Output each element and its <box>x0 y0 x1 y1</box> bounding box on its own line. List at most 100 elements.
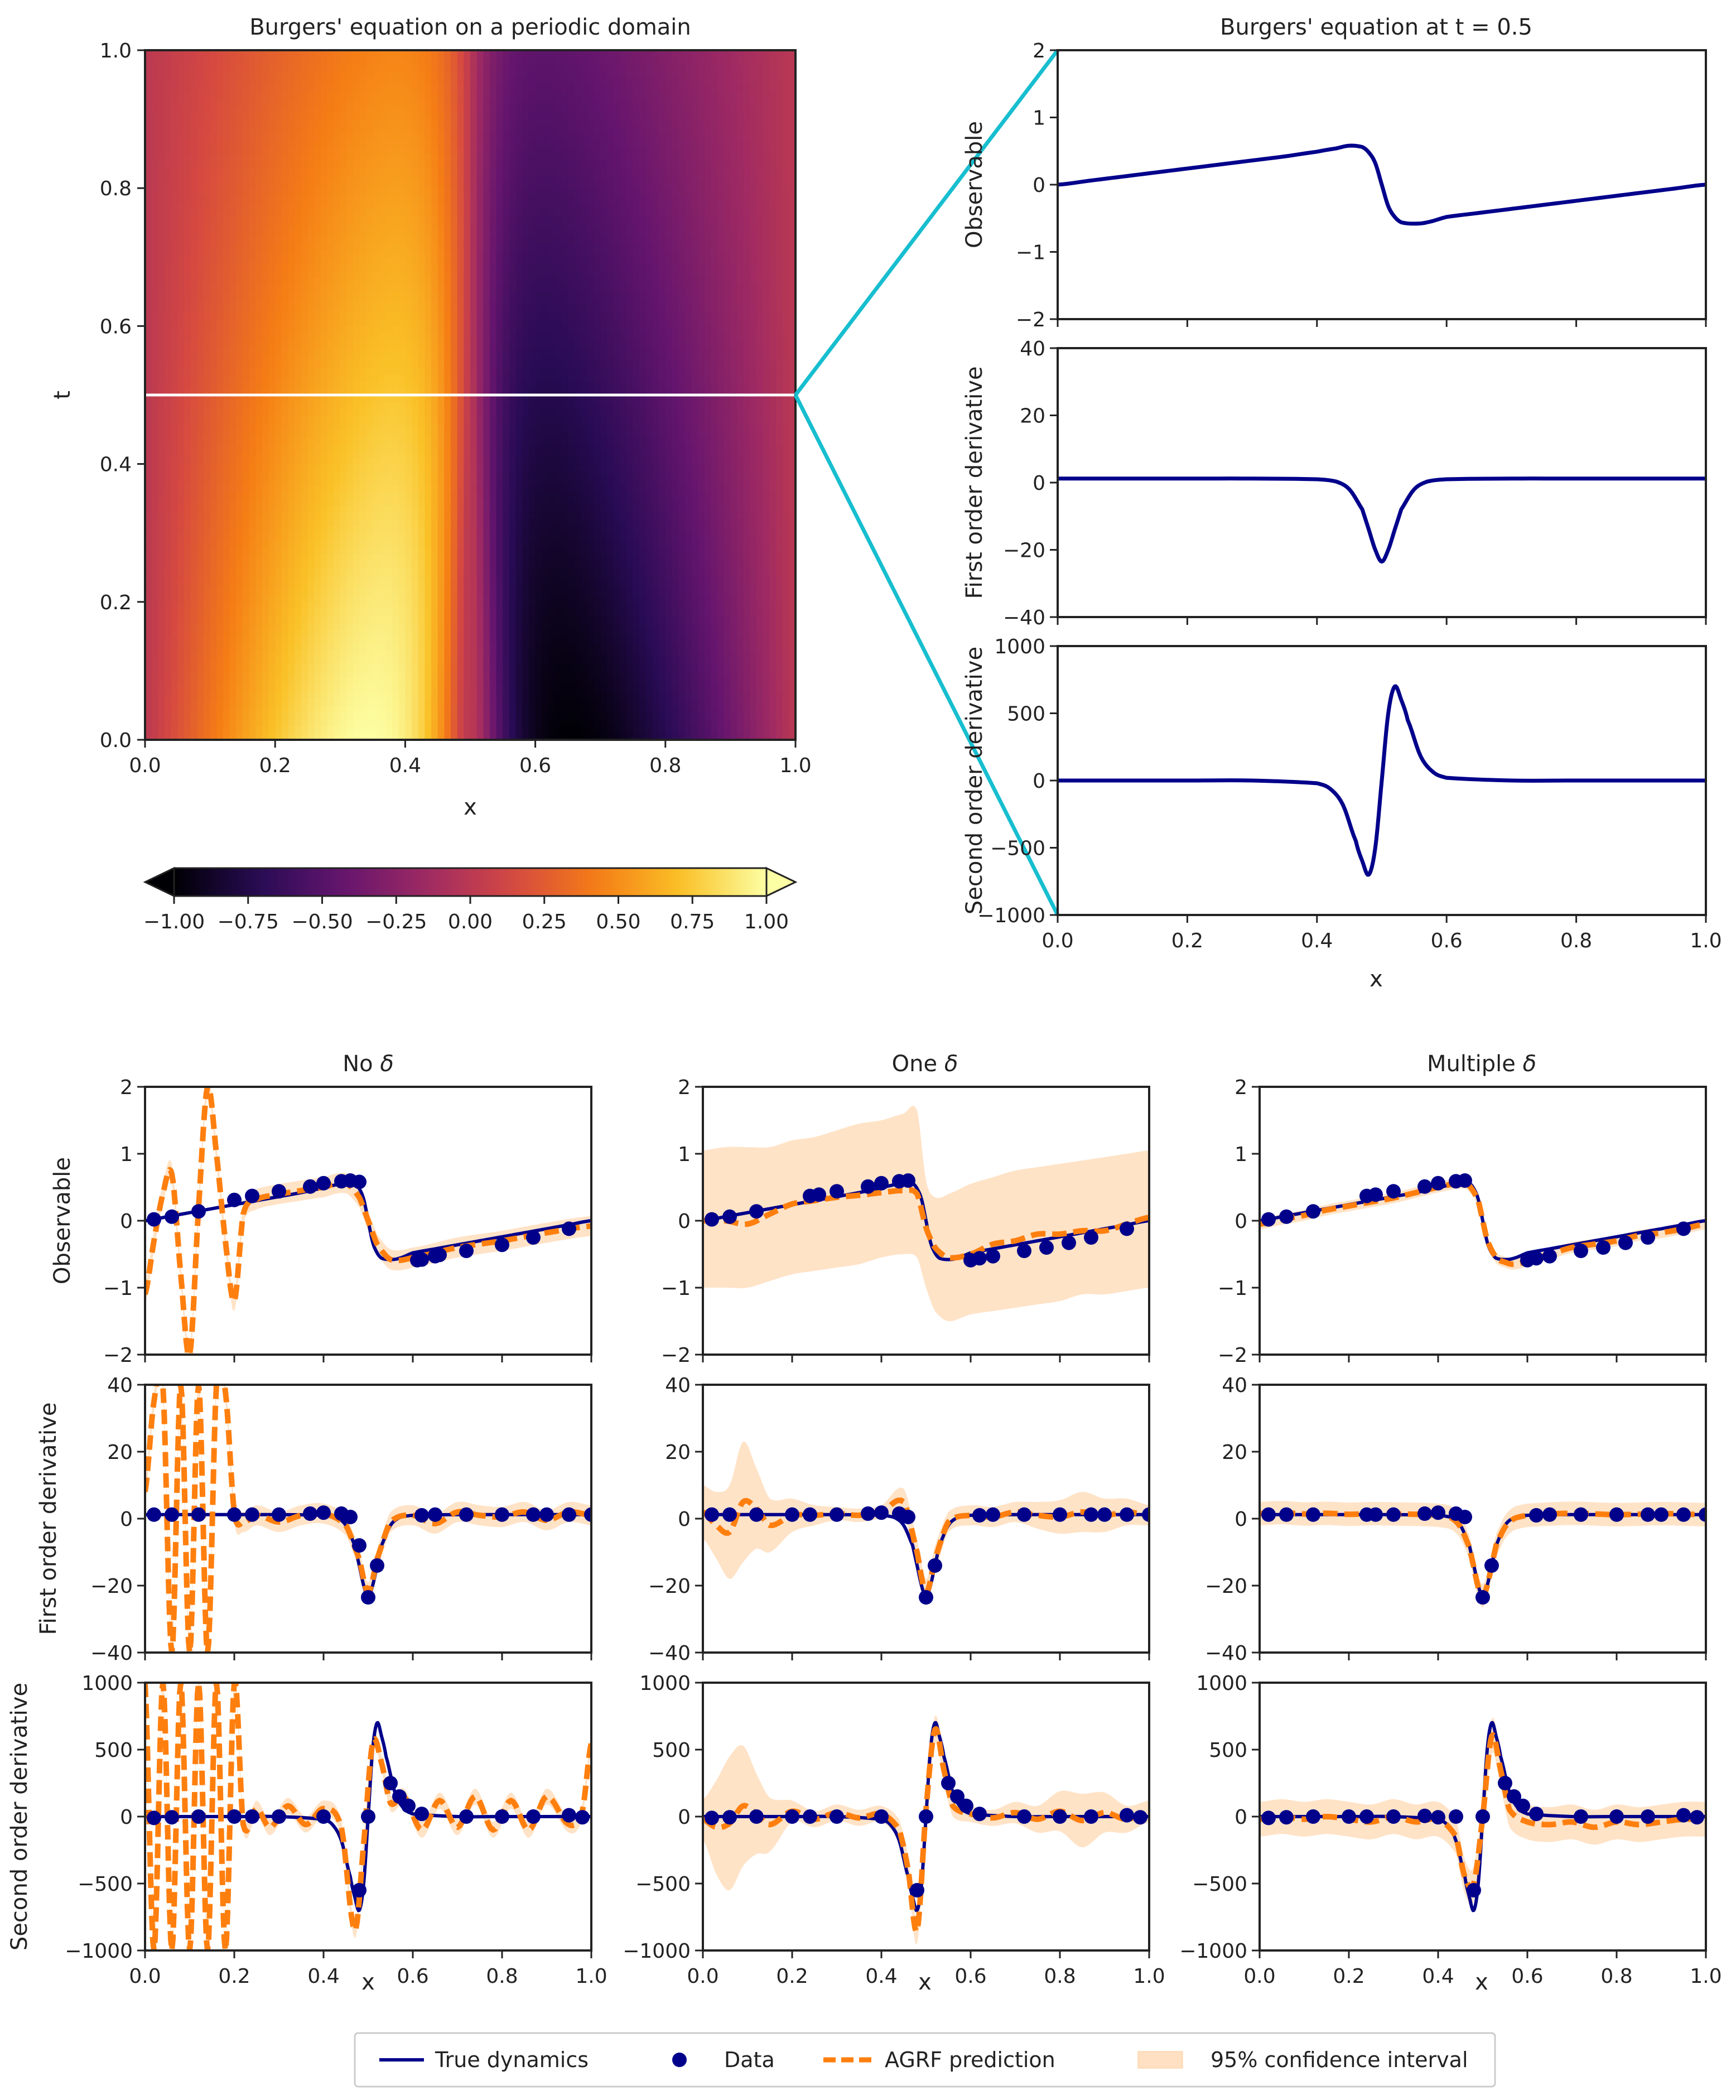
heatmap-cell <box>503 436 510 444</box>
heatmap-cell <box>216 650 224 658</box>
heatmap-cell <box>405 712 412 720</box>
heatmap-cell <box>145 470 152 479</box>
heatmap-cell <box>236 408 243 416</box>
heatmap-cell <box>366 733 373 740</box>
heatmap-cell <box>737 581 744 589</box>
heatmap-cell <box>503 567 510 575</box>
heatmap-cell <box>470 492 478 499</box>
heatmap-cell <box>418 705 426 713</box>
heatmap-cell <box>353 615 360 623</box>
heatmap-cell <box>737 526 744 533</box>
heatmap-cell <box>542 705 549 713</box>
heatmap-cell <box>548 408 556 416</box>
heatmap-cell <box>613 698 620 706</box>
heatmap-cell <box>275 540 282 547</box>
heatmap-cell <box>750 443 757 451</box>
heatmap-cell <box>542 719 549 727</box>
heatmap-cell <box>255 478 263 485</box>
heatmap-cell <box>548 664 556 672</box>
heatmap-cell <box>366 546 373 555</box>
heatmap-cell <box>145 705 152 713</box>
heatmap-cell <box>737 567 744 575</box>
heatmap-cell <box>548 505 556 513</box>
heatmap-cell <box>346 470 354 479</box>
heatmap-cell <box>645 560 653 568</box>
heatmap-cell <box>528 464 536 471</box>
heatmap-cell <box>320 671 328 678</box>
heatmap-cell <box>470 595 478 603</box>
heatmap-cell <box>366 629 373 637</box>
heatmap-cell <box>476 622 484 630</box>
heatmap-cell <box>633 450 640 458</box>
heatmap-cell <box>743 574 751 582</box>
heatmap-cell <box>405 733 412 740</box>
heatmap-cell <box>405 588 412 596</box>
heatmap-cell <box>145 450 152 458</box>
heatmap-cell <box>789 588 796 596</box>
heatmap-cell <box>470 622 478 630</box>
heatmap-cell <box>288 492 295 499</box>
heatmap-cell <box>652 560 659 568</box>
heatmap-cell <box>561 636 568 644</box>
heatmap-cell <box>281 574 289 582</box>
heatmap-cell <box>789 677 796 685</box>
heatmap-cell <box>236 601 243 609</box>
heatmap-cell <box>743 402 751 410</box>
heatmap-cell <box>346 519 354 527</box>
heatmap-cell <box>684 478 692 485</box>
heatmap-cell <box>398 685 406 692</box>
heatmap-cell <box>528 553 536 561</box>
heatmap-cell <box>750 622 757 630</box>
heatmap-cell <box>776 581 783 589</box>
heatmap-title: Burgers' equation on a periodic domain <box>249 15 691 40</box>
heatmap-cell <box>437 464 445 471</box>
heatmap-cell <box>782 429 790 437</box>
heatmap-cell <box>190 726 198 734</box>
heatmap-cell <box>346 443 354 451</box>
heatmap-cell <box>158 429 165 437</box>
heatmap-cell <box>366 443 373 451</box>
heatmap-cell <box>691 464 698 471</box>
heatmap-cell <box>412 733 419 740</box>
heatmap-cell <box>275 429 282 437</box>
heatmap-cell <box>177 533 185 541</box>
heatmap-cell <box>496 416 504 423</box>
heatmap-cell <box>184 685 191 692</box>
heatmap-cell <box>275 609 282 616</box>
heatmap-cell <box>652 664 659 672</box>
heatmap-cell <box>737 408 744 416</box>
heatmap-cell <box>704 657 712 664</box>
heatmap-cell <box>567 643 575 651</box>
heatmap-cell <box>203 595 211 603</box>
heatmap-cell <box>737 664 744 672</box>
heatmap-cell <box>769 422 777 430</box>
heatmap-cell <box>171 443 179 451</box>
heatmap-cell <box>743 685 751 692</box>
heatmap-cell <box>613 512 620 520</box>
heatmap-cell <box>659 470 666 479</box>
heatmap-cell <box>275 408 282 416</box>
heatmap-cell <box>587 553 595 561</box>
heatmap-cell <box>359 443 367 451</box>
heatmap-cell <box>509 581 517 589</box>
heatmap-cell <box>145 588 152 596</box>
heatmap-cell <box>672 657 679 664</box>
heatmap-cell <box>431 429 438 437</box>
heatmap-cell <box>197 470 204 479</box>
heatmap-cell <box>645 671 653 678</box>
heatmap-cell <box>684 408 692 416</box>
heatmap-cell <box>366 698 373 706</box>
heatmap-cell <box>763 595 770 603</box>
heatmap-cell <box>483 560 490 568</box>
heatmap-cell <box>151 712 159 720</box>
heatmap-cell <box>528 581 536 589</box>
heatmap-cell <box>476 553 484 561</box>
heatmap-cell <box>301 498 308 506</box>
heatmap-cell <box>626 719 634 727</box>
heatmap-cell <box>561 712 568 720</box>
heatmap-cell <box>476 588 484 596</box>
heatmap-cell <box>717 436 725 444</box>
heatmap-cell <box>750 691 757 699</box>
heatmap-cell <box>425 685 432 692</box>
heatmap-cell <box>275 519 282 527</box>
